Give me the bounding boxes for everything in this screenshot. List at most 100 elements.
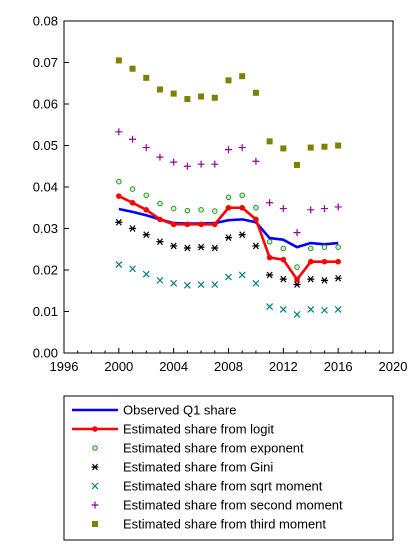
series-4 — [115, 261, 342, 318]
data-point — [307, 206, 315, 214]
data-point — [170, 205, 177, 212]
series-5 — [115, 128, 342, 237]
data-point — [238, 271, 246, 279]
series-line — [118, 207, 339, 249]
x-tick-label: 2020 — [379, 359, 408, 374]
data-point — [156, 86, 163, 93]
legend-item-3: Estimated share from Gini — [91, 460, 273, 475]
data-point — [170, 221, 177, 228]
data-point — [142, 231, 150, 239]
data-point — [129, 186, 136, 192]
y-tick-label: 0.01 — [33, 304, 58, 319]
data-point — [211, 221, 218, 228]
data-point — [239, 192, 246, 199]
y-tick-label: 0.08 — [33, 14, 58, 29]
data-point — [183, 281, 191, 289]
x-tick-label: 2008 — [214, 359, 243, 374]
data-point — [143, 192, 150, 199]
series-2 — [116, 178, 341, 270]
data-point — [184, 96, 191, 103]
data-point — [252, 279, 260, 287]
y-axis: 0.00 0.01 0.02 0.03 0.04 0.05 0.06 0.07 0.08 — [33, 14, 69, 361]
y-tick-label: 0.05 — [33, 138, 58, 153]
data-point — [239, 204, 246, 211]
data-point — [266, 254, 273, 261]
data-point — [266, 199, 274, 207]
series-1 — [116, 193, 341, 283]
legend-swatch — [91, 463, 99, 471]
data-point — [225, 204, 232, 211]
data-point — [115, 218, 123, 226]
data-point — [211, 244, 219, 252]
data-point — [116, 178, 122, 185]
data-point — [129, 135, 137, 143]
data-point — [279, 205, 287, 213]
data-point — [321, 244, 328, 250]
data-point — [279, 275, 287, 283]
data-point — [307, 245, 314, 252]
data-point — [307, 275, 315, 283]
data-point — [293, 281, 301, 288]
data-point — [266, 271, 274, 279]
data-point — [143, 207, 150, 213]
data-point — [294, 276, 300, 283]
data-point — [280, 256, 287, 263]
data-point — [253, 204, 259, 211]
data-point — [320, 276, 328, 284]
data-point — [280, 245, 287, 252]
data-point — [115, 57, 122, 64]
data-point — [157, 200, 163, 207]
x-tick-label: 1996 — [50, 359, 79, 374]
legend-label: Estimated share from sqrt moment — [123, 479, 323, 494]
data-point — [142, 144, 150, 152]
data-point — [198, 221, 204, 228]
legend-frame — [63, 395, 394, 541]
data-point — [335, 258, 341, 265]
data-point — [225, 273, 232, 281]
data-point — [170, 279, 178, 287]
series-3 — [115, 218, 342, 288]
plot-area: 1996 2000 2004 2008 2012 2016 2020 0.00 0.01 0.0… — [33, 14, 408, 375]
data-point — [115, 261, 123, 269]
data-point — [252, 157, 260, 165]
data-point — [211, 94, 218, 101]
data-point — [198, 93, 205, 100]
data-point — [198, 207, 204, 213]
y-tick-label: 0.00 — [33, 346, 58, 361]
data-point — [239, 73, 246, 80]
data-point — [129, 225, 137, 232]
data-point — [156, 153, 164, 161]
data-point — [335, 142, 342, 149]
data-point — [334, 274, 342, 282]
data-point — [184, 207, 191, 214]
legend-swatch — [91, 482, 99, 490]
x-axis: 1996 2000 2004 2008 2012 2016 2020 — [50, 348, 408, 374]
data-point — [197, 243, 205, 251]
y-tick-label: 0.04 — [33, 180, 58, 195]
y-tick-label: 0.06 — [33, 97, 58, 112]
legend-label: Estimated share from second moment — [123, 498, 343, 513]
legend-label: Estimated share from third moment — [123, 517, 326, 532]
legend-item-2: Estimated share from exponent — [92, 441, 304, 456]
data-point — [225, 146, 232, 154]
legend-item-6: Estimated share from third moment — [92, 517, 326, 532]
data-point — [183, 244, 191, 252]
series-0 — [118, 207, 339, 249]
legend-item-5: Estimated share from second moment — [91, 498, 343, 513]
data-point — [252, 89, 259, 96]
legend-item-4: Estimated share from sqrt moment — [91, 479, 323, 494]
data-point — [279, 306, 287, 313]
legend-label: Estimated share from Gini — [123, 460, 273, 475]
data-point — [238, 144, 246, 152]
legend-label: Observed Q1 share — [123, 403, 236, 418]
data-point — [334, 203, 342, 211]
data-point — [321, 143, 328, 150]
series-layer — [115, 57, 342, 318]
data-point — [238, 231, 246, 239]
data-point — [143, 74, 150, 81]
legend-swatch — [92, 445, 98, 451]
legend-item-1: Estimated share from logit — [72, 422, 274, 437]
series-6 — [115, 57, 342, 169]
data-point — [142, 270, 150, 278]
